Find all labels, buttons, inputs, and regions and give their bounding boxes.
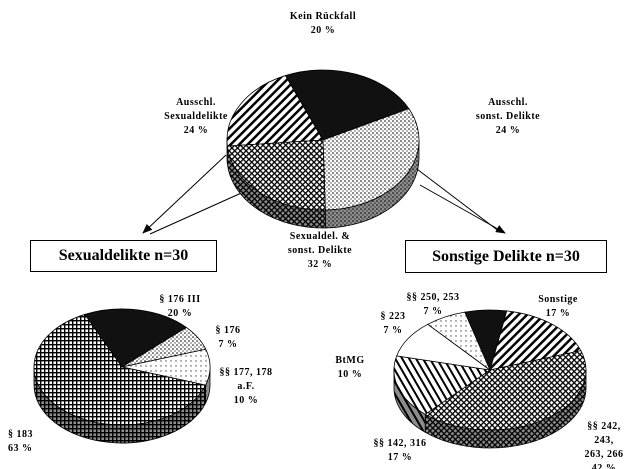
arrow <box>149 189 249 235</box>
slice-label: §§ 177, 178 a.F. 10 % <box>220 366 273 408</box>
arrow <box>404 159 501 233</box>
pie <box>226 69 420 229</box>
slice-label: § 223 7 % <box>381 310 406 338</box>
slice <box>33 313 207 426</box>
value-label: 20 % <box>310 25 336 36</box>
value-label: 7 % <box>423 306 443 317</box>
slice-side-shade <box>394 370 426 433</box>
category-label: Ausschl. sonst. Delikte <box>475 97 541 122</box>
slice-label: Sonstige 17 % <box>538 293 578 321</box>
value-label: 17 % <box>545 308 571 319</box>
value-label: 7 % <box>383 325 403 336</box>
slice <box>226 139 326 211</box>
slice-label: §§ 242, 243, 263, 266 42 % <box>584 420 624 469</box>
slice <box>84 308 188 368</box>
value-label: 17 % <box>387 452 413 463</box>
slice-label: § 176 III 20 % <box>159 293 200 321</box>
chart-title: Sonstige Delikte n=30 <box>405 240 607 273</box>
slice-side-shade <box>227 146 326 229</box>
slice-label: Sexualdel. & sonst. Delikte 32 % <box>288 230 352 272</box>
slice <box>226 75 324 147</box>
category-label: Kein Rückfall <box>289 11 357 22</box>
slice <box>284 69 410 141</box>
slice <box>424 350 587 431</box>
slice <box>322 108 420 211</box>
slice-label: Ausschl. Sexualdelikte 24 % <box>164 96 228 138</box>
category-label: § 176 III <box>159 294 201 305</box>
category-label: § 176 <box>215 325 241 336</box>
value-label: 24 % <box>183 125 209 136</box>
category-label: §§ 242, 243, 263, 266 <box>584 421 624 460</box>
arrow <box>142 154 227 234</box>
value-label: 10 % <box>233 395 259 406</box>
category-label: Ausschl. Sexualdelikte <box>164 97 228 122</box>
value-label: 32 % <box>307 259 333 270</box>
value-label: 7 % <box>218 339 238 350</box>
slice-label: Ausschl. sonst. Delikte 24 % <box>476 96 540 138</box>
slice-label: BtMG 10 % <box>335 354 364 382</box>
arrows <box>142 154 506 235</box>
category-label: BtMG <box>335 355 365 366</box>
category-label: Sexualdel. & sonst. Delikte <box>287 231 353 256</box>
category-label: § 183 <box>8 429 33 440</box>
category-label: §§ 142, 316 <box>373 438 427 449</box>
slice-side-shade <box>425 370 586 449</box>
slice <box>464 309 508 372</box>
slice-label: Kein Rückfall 20 % <box>290 10 356 38</box>
slice <box>393 355 492 415</box>
pie <box>33 308 211 444</box>
value-label: 24 % <box>495 125 521 136</box>
value-label: 20 % <box>167 308 193 319</box>
category-label: §§ 250, 253 <box>406 292 460 303</box>
slice-label: §§ 142, 316 17 % <box>374 437 427 465</box>
slice-side-shade <box>325 140 419 228</box>
value-label: 10 % <box>337 369 363 380</box>
value-label: 63 % <box>8 443 33 454</box>
slice-label: § 183 63 % <box>8 428 33 456</box>
slice-side-shade <box>205 367 210 404</box>
value-label: 42 % <box>591 463 617 469</box>
category-label: §§ 177, 178 a.F. <box>219 367 273 392</box>
slice-label: § 176 7 % <box>216 324 241 352</box>
category-label: Sonstige <box>538 294 578 305</box>
category-label: § 223 <box>380 311 406 322</box>
slice-label: §§ 250, 253 7 % <box>407 291 460 319</box>
slice-side-shade <box>34 367 206 443</box>
pie <box>393 309 587 449</box>
chart-title: Sexualdelikte n=30 <box>30 240 217 272</box>
